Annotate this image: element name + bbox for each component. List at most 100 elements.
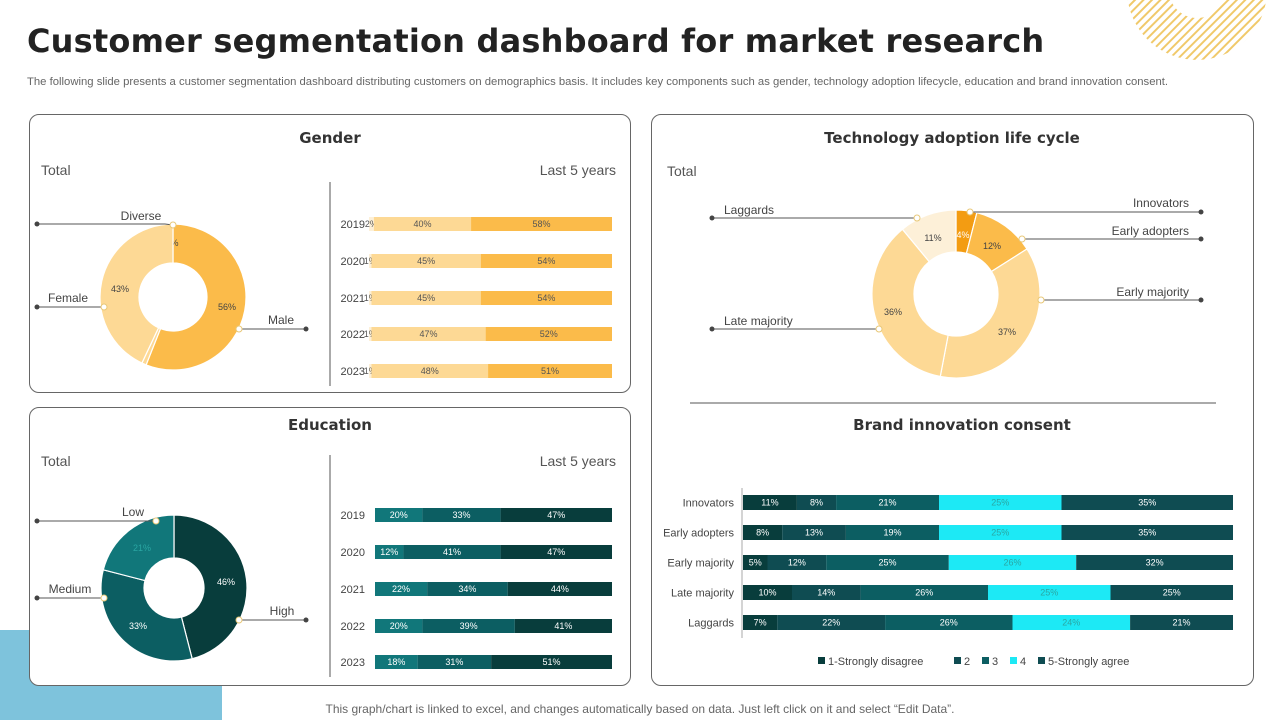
footer-note: This graph/chart is linked to excel, and… [325, 702, 955, 716]
gender-label-2023-male: 51% [541, 366, 559, 376]
tech-value-early-adopters: 12% [983, 241, 1001, 251]
brand-category-laggards: Laggards [688, 618, 734, 630]
gender-label-2019-male: 58% [533, 219, 551, 229]
brand-label-early-majority-5-strongly-agree: 32% [1146, 558, 1164, 568]
brand-bar-early-majority-1-strongly-disagree [743, 555, 768, 570]
tech-leader-late-majority-end-dot [709, 326, 715, 332]
brand-bar-laggards-2 [777, 615, 886, 630]
gender-leader-female-end-dot [34, 304, 40, 310]
legend-label-4: 4 [1020, 656, 1026, 668]
brand-bar-innovators-3 [836, 495, 939, 510]
gender-label-2022-male: 52% [540, 329, 558, 339]
tech-value-innovators: 4% [956, 230, 969, 240]
education-bar-2020-high [500, 545, 612, 559]
legend-label-2: 2 [964, 656, 970, 668]
education-label-2020-high: 47% [547, 547, 565, 557]
gender-leader-diverse-start-dot [169, 221, 177, 229]
tech-leader-late-majority-start-dot [875, 325, 883, 333]
education-label-2022-high: 41% [554, 621, 572, 631]
tech-leader-early-majority-start-dot [1037, 296, 1045, 304]
tech-label-early-adopters: Early adopters [1112, 224, 1189, 238]
tech-value-laggards: 11% [924, 233, 941, 243]
education-label-medium: Medium [49, 582, 92, 596]
education-bar-2020-low [375, 545, 404, 559]
education-bar-2022-low [375, 619, 423, 633]
brand-label-late-majority-3: 26% [915, 588, 933, 598]
brand-label-laggards-2: 22% [822, 618, 840, 628]
education-bar-2022-high [514, 619, 612, 633]
education-label-2020-medium: 41% [443, 547, 461, 557]
brand-label-early-adopters-2: 13% [805, 528, 823, 538]
education-total-label: Total [41, 453, 71, 469]
tech-adoption-donut-chart: 4% 12% 37% 36% 11% Innovators Early adopters Ea… [709, 196, 1204, 379]
education-label-2022-low: 20% [390, 621, 408, 631]
legend-swatch-1-strongly-disagree [818, 657, 825, 664]
gender-title: Gender [299, 129, 361, 147]
gender-slice-male [145, 223, 247, 371]
gender-bar-2020-male [480, 254, 612, 268]
gender-bar-2020-female [371, 254, 481, 268]
education-leader-low-start-dot [152, 517, 160, 525]
gender-leader-diverse-end-dot [34, 221, 40, 227]
brand-label-late-majority-5-strongly-agree: 25% [1163, 588, 1181, 598]
gender-bar-2021-female [371, 291, 481, 305]
brand-label-early-majority-2: 12% [788, 558, 806, 568]
gender-category-2023: 2023 [341, 366, 365, 378]
gender-category-2020: 2020 [341, 256, 365, 268]
brand-bar-innovators-2 [796, 495, 837, 510]
brand-label-innovators-1-strongly-disagree: 11% [761, 498, 778, 508]
brand-bar-early-majority-2 [767, 555, 827, 570]
brand-bar-late-majority-3 [860, 585, 988, 600]
gender-label-2020-female: 45% [417, 256, 435, 266]
education-leader-high-end-dot [303, 617, 309, 623]
tech-slice-late-majority [871, 228, 949, 378]
gender-bar-2021-male [480, 291, 612, 305]
gender-label-2023-female: 48% [421, 366, 439, 376]
brand-label-innovators-3: 21% [879, 498, 897, 508]
education-donut-chart: 46% 33% 21% Low High Medium [34, 505, 309, 662]
brand-label-early-majority-1-strongly-disagree: 5% [749, 558, 762, 568]
brand-bar-early-adopters-1-strongly-disagree [743, 525, 783, 540]
brand-bar-laggards-3 [885, 615, 1013, 630]
education-category-2022: 2022 [341, 621, 365, 633]
brand-label-early-adopters-3: 19% [883, 528, 901, 538]
tech-leader-innovators-end-dot [1198, 209, 1204, 215]
education-label-low: Low [122, 505, 144, 519]
brand-bar-early-adopters-3 [845, 525, 939, 540]
brand-bar-innovators-5-strongly-agree [1061, 495, 1233, 510]
education-label-2022-medium: 39% [460, 621, 478, 631]
decorative-circle-pattern [1127, 0, 1267, 60]
brand-label-late-majority-4: 25% [1040, 588, 1058, 598]
gender-bar-2019-diverse [369, 217, 374, 231]
gender-bar-2020-diverse [369, 254, 372, 268]
education-label-2019-low: 20% [390, 510, 408, 520]
gender-label-diverse: Diverse [121, 209, 162, 223]
brand-bar-innovators-1-strongly-disagree [743, 495, 797, 510]
legend-label-1-strongly-disagree: 1-Strongly disagree [828, 656, 923, 668]
tech-label-late-majority: Late majority [724, 314, 793, 328]
education-value-medium: 33% [129, 621, 147, 631]
brand-consent-legend: 1-Strongly disagree 2 3 4 5-Strongly agree [818, 656, 1129, 668]
gender-bar-2019-male [471, 217, 612, 231]
education-label-2023-medium: 31% [445, 657, 463, 667]
education-label-high: High [270, 604, 295, 618]
brand-label-laggards-5-strongly-agree: 21% [1173, 618, 1191, 628]
legend-swatch-4 [1010, 657, 1017, 664]
brand-consent-bar-chart: Innovators 11% 8% 21% 25% 35% Early adopters 8%… [663, 495, 1233, 630]
gender-value-female: 43% [111, 284, 129, 294]
tech-leader-laggards-start-dot [913, 214, 921, 222]
brand-consent-title: Brand innovation consent [853, 416, 1071, 434]
education-category-2020: 2020 [341, 547, 365, 559]
brand-bar-early-majority-4 [948, 555, 1077, 570]
education-bar-2021-high [507, 582, 612, 596]
education-label-2021-medium: 34% [458, 584, 476, 594]
legend-label-3: 3 [992, 656, 998, 668]
education-label-2023-low: 18% [387, 657, 405, 667]
gender-label-2020-male: 54% [537, 256, 555, 266]
gender-bar-2023-diverse [369, 364, 372, 378]
brand-label-laggards-3: 26% [940, 618, 958, 628]
education-bar-2022-medium [422, 619, 515, 633]
education-label-2023-high: 51% [543, 657, 561, 667]
education-value-low: 21% [133, 543, 151, 553]
